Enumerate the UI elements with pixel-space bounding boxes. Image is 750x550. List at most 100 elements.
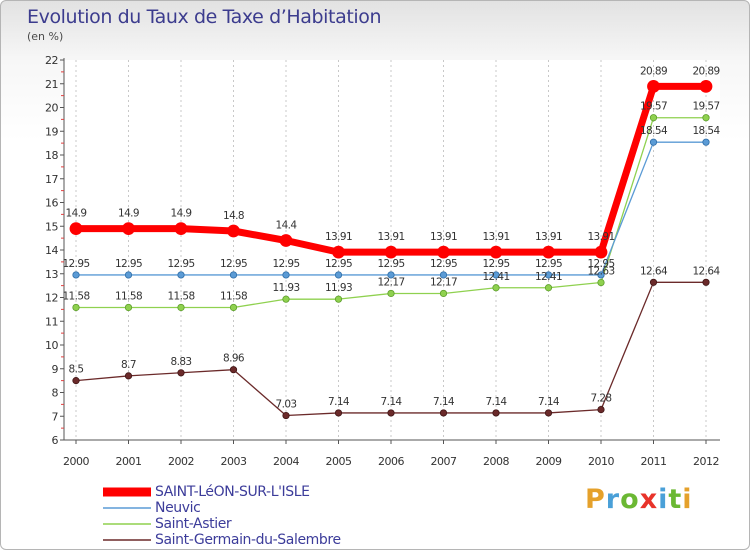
y-tick-label: 9 [52,363,59,376]
legend-item-saint-germain: Saint-Germain-du-Salembre [103,532,341,548]
data-label: 7.14 [538,396,560,408]
data-label: 19.57 [640,101,667,113]
data-label: 14.4 [276,220,298,232]
data-label: 12.95 [167,258,194,270]
data-point [72,377,80,385]
legend-swatch-neuvic [103,507,151,509]
x-tick-label: 2007 [431,455,457,468]
data-point [282,271,290,279]
data-point [542,245,555,259]
data-point [229,366,238,374]
x-tick-label: 2004 [273,455,299,468]
data-label: 8.96 [223,353,245,365]
data-label: 7.03 [276,399,297,411]
data-label: 12.41 [535,271,562,283]
data-point [439,271,448,279]
data-label: 12.95 [587,258,614,270]
legend-label-saint-astier: Saint-Astier [155,516,232,532]
data-point [544,409,553,417]
data-label: 7.14 [433,396,455,408]
y-tick-label: 6 [52,434,59,447]
y-tick-label: 20 [45,102,58,115]
data-point [702,138,710,146]
data-label: 12.41 [482,271,509,283]
data-point [647,79,660,93]
logo-letter: o [620,484,640,515]
data-label: 7.28 [591,393,612,405]
data-point [229,271,238,279]
legend-item-neuvic: Neuvic [103,500,341,516]
chart-title: Evolution du Taux de Taxe d’Habitation [27,6,382,28]
legend: SAINT-LéON-SUR-L'ISLE Neuvic Saint-Astie… [103,484,341,548]
x-tick-label: 2002 [168,455,194,468]
logo-letter: x [639,484,659,515]
data-label: 8.7 [121,359,136,371]
data-point [597,278,605,287]
data-point [177,369,185,377]
data-label: 12.63 [587,266,614,278]
data-label: 19.57 [692,101,719,113]
data-label: 12.95 [430,258,457,270]
data-point [492,409,500,417]
data-point [282,411,290,420]
y-tick-label: 14 [45,244,58,257]
y-tick-label: 17 [45,173,58,186]
x-tick-label: 2005 [326,455,352,468]
data-point [597,405,605,414]
data-label: 13.91 [430,231,457,243]
data-point [282,295,290,303]
data-point [439,409,448,417]
y-tick-label: 19 [45,125,58,138]
data-point [334,271,343,279]
data-label: 12.64 [640,265,668,277]
data-point [124,372,133,380]
data-point [437,245,450,259]
data-point [597,271,605,279]
legend-label-saint-leon: SAINT-LéON-SUR-L'ISLE [155,484,310,500]
data-label: 13.91 [482,231,509,243]
data-label: 8.5 [69,364,84,376]
x-tick-label: 2003 [221,455,247,468]
data-point [649,114,658,122]
y-tick-label: 13 [45,268,58,281]
logo-letter: P [585,484,606,515]
data-point [124,271,133,279]
data-label: 11.93 [272,282,299,294]
x-tick-label: 2009 [536,455,562,468]
data-label: 20.89 [640,65,667,77]
data-point [177,303,185,312]
data-label: 12.17 [377,276,404,288]
data-point [649,138,658,146]
y-tick-label: 22 [45,54,58,67]
y-tick-label: 21 [45,78,58,91]
data-point [702,278,710,286]
data-label: 11.58 [167,290,194,302]
data-label: 8.83 [171,356,192,368]
y-tick-label: 10 [45,339,58,352]
data-point [544,271,553,279]
y-tick-label: 7 [52,410,59,423]
data-label: 12.95 [62,258,89,270]
x-tick-label: 2000 [63,455,89,468]
data-label: 12.95 [482,258,509,270]
data-label: 12.64 [692,265,720,277]
data-label: 7.14 [486,396,508,408]
data-point [227,224,240,238]
data-label: 13.91 [535,231,562,243]
data-point [544,284,553,292]
data-point [702,114,710,122]
data-point [72,271,80,279]
data-point [439,289,448,298]
y-tick-label: 11 [45,315,58,328]
y-tick-label: 12 [45,292,58,305]
data-point [72,303,80,312]
data-label: 13.91 [325,231,352,243]
x-tick-label: 2012 [693,455,719,468]
data-point [69,222,83,236]
data-point [332,245,345,259]
data-label: 7.14 [381,396,403,408]
proxiti-logo: Proxiti [585,484,693,515]
data-label: 11.93 [325,282,352,294]
data-label: 12.95 [115,258,142,270]
logo-letter: i [682,484,693,515]
